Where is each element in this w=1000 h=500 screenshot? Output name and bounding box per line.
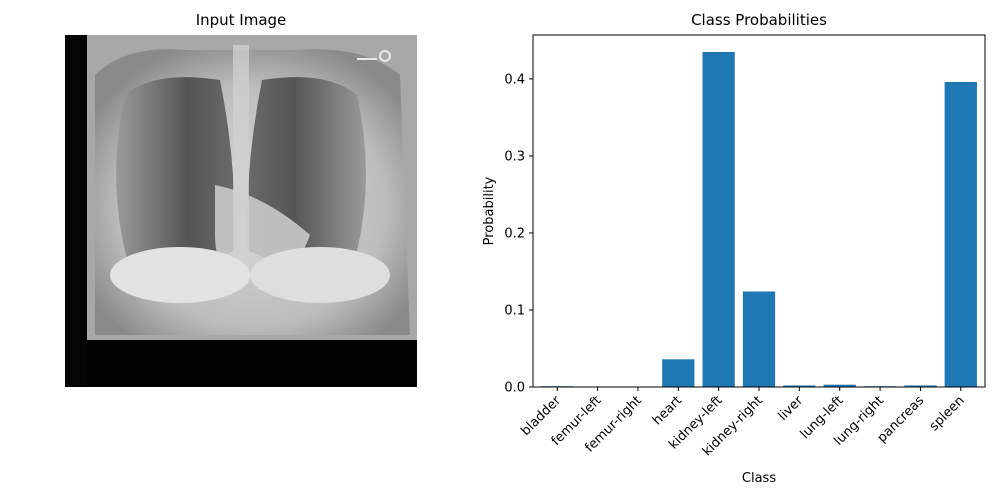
bar-pancreas [904,385,937,387]
y-axis-label: Probability [482,176,497,245]
chest-xray-graphic [65,35,417,387]
bar-heart [662,359,695,387]
bar-liver [783,385,816,387]
plot-frame [532,34,986,388]
y-tick-label: 0.3 [504,149,525,164]
chart-title: Class Probabilities [691,11,827,29]
x-tick-label: liver [776,393,807,424]
y-tick-label: 0.1 [504,303,525,318]
bar-spleen [944,81,977,387]
image-panel-title: Input Image [195,11,287,29]
x-axis-label: Class [742,471,776,486]
y-tick-label: 0.0 [504,381,525,396]
x-tick-label: heart [650,393,685,428]
y-tick-label: 0.4 [504,72,525,87]
y-tick-label: 0.2 [504,226,525,241]
x-tick-label: spleen [927,393,968,434]
bar-lung-left [823,384,856,387]
chest-xray-image [65,35,417,387]
bar-kidney-right [742,291,776,387]
bar-kidney-left [702,51,735,387]
